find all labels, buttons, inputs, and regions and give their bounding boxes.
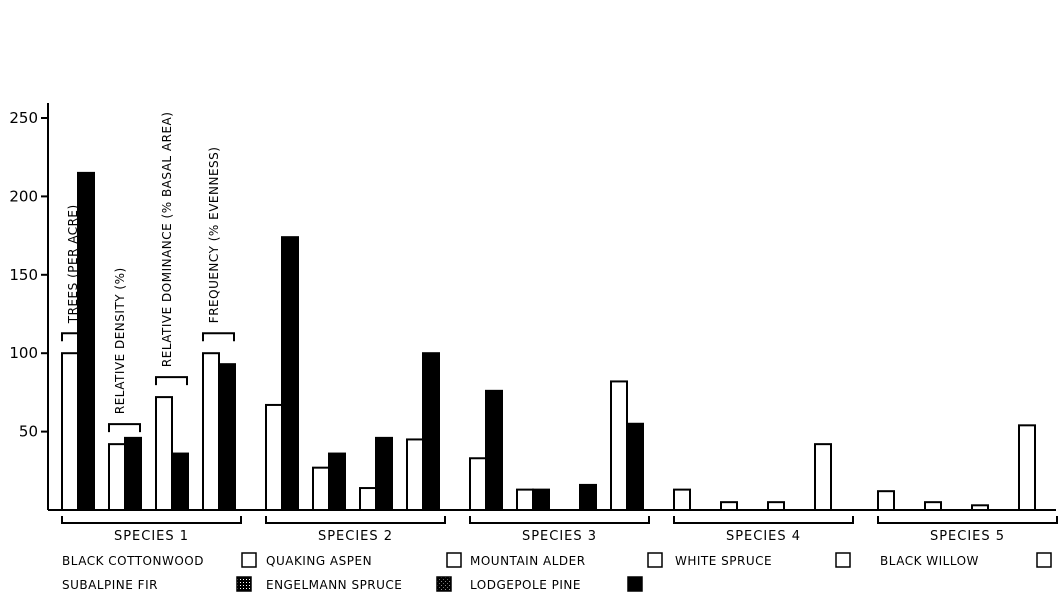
bar — [516, 488, 534, 511]
metric-label: TREES (PER ACRE) — [66, 204, 80, 324]
metric-label: RELATIVE DENSITY (%) — [113, 267, 127, 414]
group-label: SPECIES 4 — [726, 529, 801, 544]
bar — [124, 436, 142, 512]
bar — [767, 501, 785, 512]
group-labels: SPECIES 1 SPECIES 2 SPECIES 3 SPECIES 4 SPEC… — [61, 516, 1058, 544]
legend-swatch — [1036, 552, 1052, 568]
bar — [281, 236, 299, 511]
bar — [610, 380, 628, 512]
bar — [375, 436, 393, 512]
legend-label: WHITE SPRUCE — [675, 554, 772, 568]
bar — [218, 363, 236, 511]
legend-label: LODGEPOLE PINE — [470, 578, 581, 592]
bar — [312, 466, 330, 511]
bar — [532, 488, 550, 511]
legend-swatch — [241, 552, 257, 568]
group-label: SPECIES 3 — [522, 529, 597, 544]
bar — [673, 488, 691, 511]
bar — [359, 487, 377, 512]
legend-label: SUBALPINE FIR — [62, 578, 158, 592]
legend-label: ENGELMANN SPRUCE — [266, 578, 402, 592]
group-label: SPECIES 2 — [318, 529, 393, 544]
legend-label: BLACK COTTONWOOD — [62, 554, 204, 568]
bar — [265, 403, 283, 511]
metric-label: FREQUENCY (% EVENNESS) — [207, 147, 221, 324]
group-bracket — [61, 516, 242, 524]
legend-swatch — [835, 552, 851, 568]
y-tick-label: 150 — [9, 266, 38, 284]
metric-bracket — [202, 332, 235, 342]
bar — [171, 452, 189, 511]
bar — [924, 501, 942, 512]
bar — [485, 389, 503, 511]
legend-swatch — [627, 576, 643, 592]
y-tick-label: 250 — [9, 109, 38, 127]
group-label: SPECIES 5 — [930, 529, 1005, 544]
bar — [971, 504, 989, 511]
bar — [579, 483, 597, 511]
legend-swatch — [436, 576, 452, 592]
bar — [108, 443, 126, 512]
y-tick-label: 50 — [19, 423, 38, 441]
bar — [626, 422, 644, 512]
metric-bracket — [61, 332, 94, 342]
legend-label: QUAKING ASPEN — [266, 554, 372, 568]
bar — [155, 396, 173, 511]
legend-swatch — [236, 576, 252, 592]
bar — [328, 452, 346, 511]
legend-label: BLACK WILLOW — [880, 554, 979, 568]
bar — [469, 457, 487, 512]
bars — [61, 171, 1036, 512]
legend: BLACK COTTONWOOD QUAKING ASPEN MOUNTAIN AL… — [62, 552, 1052, 592]
bar — [877, 490, 895, 511]
group-bracket — [877, 516, 1058, 524]
metric-label: RELATIVE DOMINANCE (% BASAL AREA) — [160, 112, 174, 368]
bar — [61, 352, 79, 512]
legend-swatch — [647, 552, 663, 568]
group-label: SPECIES 1 — [114, 529, 189, 544]
group-bracket — [469, 516, 650, 524]
bar — [406, 438, 424, 511]
legend-label: MOUNTAIN ALDER — [470, 554, 586, 568]
y-tick-label: 100 — [9, 344, 38, 362]
y-tick-label: 200 — [9, 187, 38, 205]
bar — [720, 501, 738, 512]
bar — [814, 443, 832, 512]
group-bracket — [673, 516, 854, 524]
metric-bracket — [108, 423, 141, 433]
metric-bracket — [155, 376, 188, 386]
bar — [202, 352, 220, 512]
bar — [422, 352, 440, 512]
legend-swatch — [446, 552, 462, 568]
group-bracket — [265, 516, 446, 524]
metric-labels: TREES (PER ACRE) RELATIVE DENSITY (%) RELA… — [61, 112, 235, 433]
bar — [77, 171, 95, 511]
bar — [1018, 424, 1036, 511]
